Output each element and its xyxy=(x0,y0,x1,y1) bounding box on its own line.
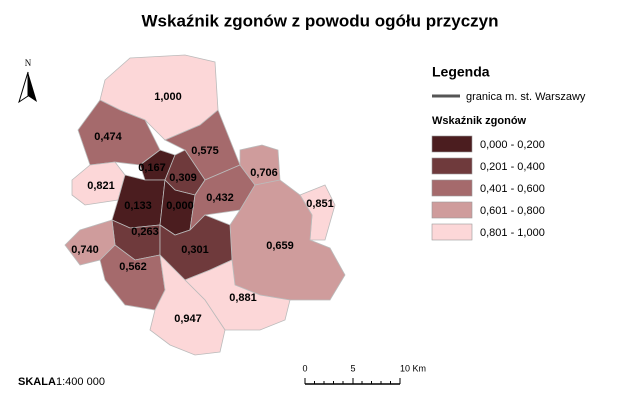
district-label: 0,562 xyxy=(119,261,147,273)
scale-label: SKALA xyxy=(18,376,56,388)
legend-swatch xyxy=(431,179,473,197)
scale-bar: 0 5 10 Km xyxy=(302,363,426,385)
district-label: 0,706 xyxy=(250,167,278,179)
scale-ratio: 1:400 000 xyxy=(56,376,105,388)
district-label: 0,167 xyxy=(138,162,166,174)
legend-swatch xyxy=(431,135,473,153)
district-label: 0,575 xyxy=(191,145,219,157)
district-label: 0,851 xyxy=(306,198,334,210)
district-label: 0,881 xyxy=(229,292,257,304)
legend-swatch xyxy=(431,201,473,219)
scale-tick-label: 5 xyxy=(350,363,355,373)
boundary-label: granica m. st. Warszawy xyxy=(466,91,586,103)
legend-label: 0,601 - 0,800 xyxy=(480,205,545,217)
district-label: 0,301 xyxy=(181,244,209,256)
scale-tick-label: 0 xyxy=(302,363,307,373)
district-label: 0,309 xyxy=(169,172,197,184)
legend-swatch xyxy=(431,223,473,241)
district-label: 0,659 xyxy=(266,240,294,252)
district-label: 1,000 xyxy=(154,91,182,103)
legend-label: 0,401 - 0,600 xyxy=(480,183,545,195)
north-label: N xyxy=(25,58,32,68)
legend-title: Legenda xyxy=(432,64,490,80)
district-label: 0,432 xyxy=(206,192,234,204)
legend-label: 0,000 - 0,200 xyxy=(480,139,545,151)
district-label: 0,947 xyxy=(174,313,202,325)
title: Wskaźnik zgonów z powodu ogółu przyczyn xyxy=(142,11,499,30)
district-label: 0,000 xyxy=(166,200,194,212)
legend-classes: 0,000 - 0,200 0,201 - 0,400 0,401 - 0,600 0… xyxy=(431,135,545,241)
legend-label: 0,201 - 0,400 xyxy=(480,161,545,173)
district-label: 0,263 xyxy=(131,226,159,238)
district-label: 0,740 xyxy=(71,244,99,256)
arrow-half xyxy=(18,71,29,104)
district-label: 0,821 xyxy=(87,180,115,192)
arrow-half xyxy=(28,72,37,102)
north-arrow: N xyxy=(18,58,37,104)
district-label: 0,474 xyxy=(94,131,122,143)
legend-label: 0,801 - 1,000 xyxy=(480,227,545,239)
legend-swatch xyxy=(431,157,473,175)
district xyxy=(149,253,226,356)
legend-subtitle: Wskaźnik zgonów xyxy=(432,115,527,127)
scale-tick-label: 10 Km xyxy=(400,363,426,373)
district-label: 0,133 xyxy=(124,200,152,212)
